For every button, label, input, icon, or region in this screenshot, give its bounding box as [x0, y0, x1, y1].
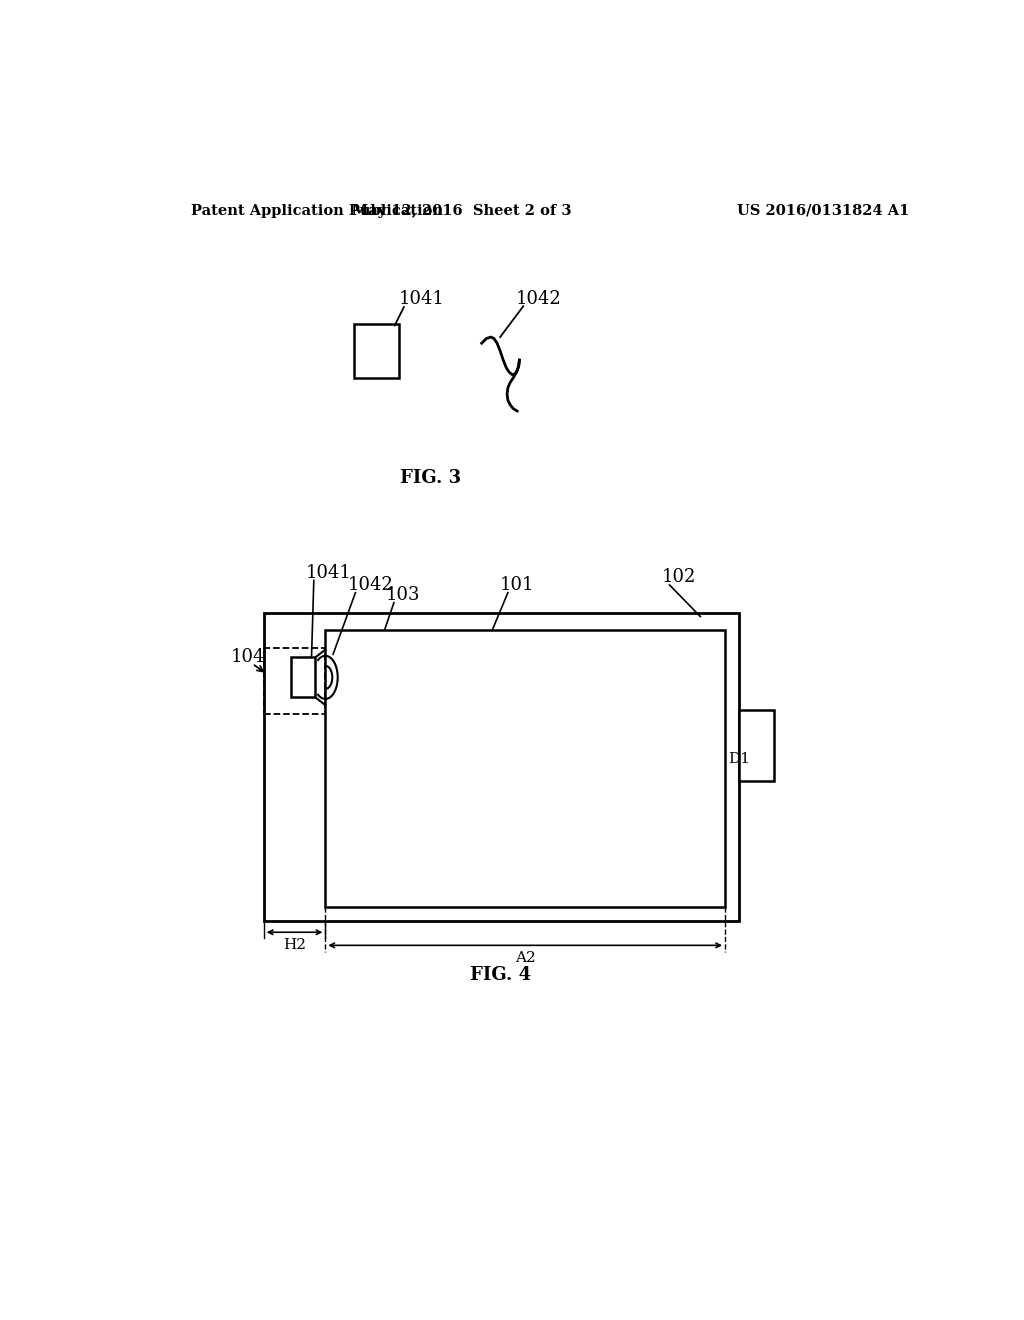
Bar — [291, 657, 315, 697]
Text: 104: 104 — [230, 648, 265, 667]
Text: 102: 102 — [662, 569, 696, 586]
Text: 1041: 1041 — [306, 564, 352, 582]
Bar — [326, 630, 725, 907]
Text: FIG. 4: FIG. 4 — [470, 966, 530, 983]
Text: 101: 101 — [500, 576, 535, 594]
Bar — [264, 648, 326, 714]
Bar — [739, 710, 774, 780]
Text: FIG. 3: FIG. 3 — [400, 469, 462, 487]
Text: 1041: 1041 — [398, 289, 444, 308]
Text: A2: A2 — [515, 950, 536, 965]
Text: 1042: 1042 — [515, 289, 561, 308]
Bar — [354, 323, 398, 378]
Text: 1042: 1042 — [348, 576, 393, 594]
Bar — [264, 612, 739, 921]
Text: H2: H2 — [283, 937, 306, 952]
Text: 103: 103 — [386, 586, 421, 605]
Text: Patent Application Publication: Patent Application Publication — [190, 203, 442, 218]
Text: D1: D1 — [728, 752, 750, 766]
Text: US 2016/0131824 A1: US 2016/0131824 A1 — [737, 203, 909, 218]
Text: May 12, 2016  Sheet 2 of 3: May 12, 2016 Sheet 2 of 3 — [352, 203, 571, 218]
